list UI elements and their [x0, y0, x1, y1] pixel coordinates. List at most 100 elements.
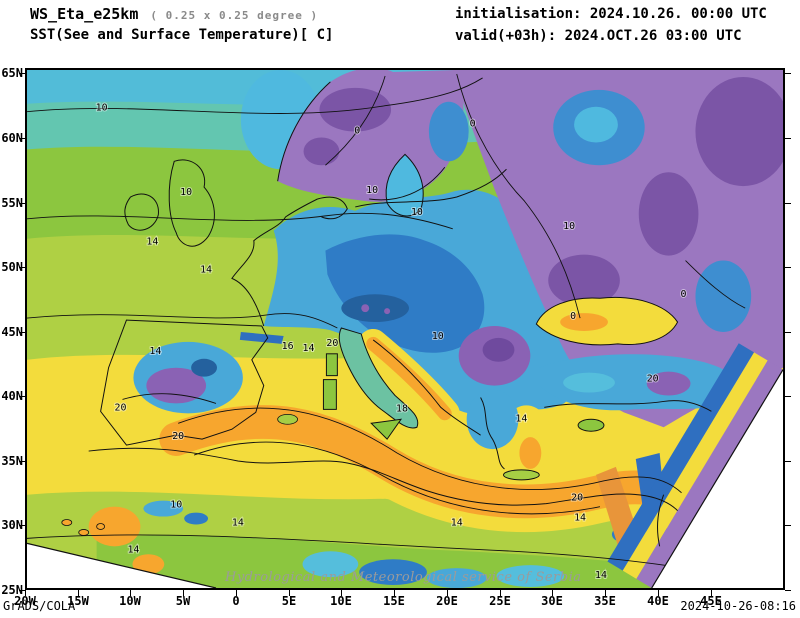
lat-label: 35N: [1, 454, 23, 468]
lon-label: 35E: [594, 594, 616, 608]
lat-tick: [785, 267, 791, 268]
lon-tick: [25, 590, 26, 596]
lat-tick: [785, 525, 791, 526]
lon-tick: [78, 590, 79, 596]
contour-label: 10: [563, 221, 575, 232]
temperature-field: [27, 70, 783, 588]
contour-label: 20: [172, 431, 184, 442]
init-time: initialisation: 2024.10.26. 00:00 UTC: [455, 6, 767, 22]
contour-label: 0: [681, 289, 687, 300]
contour-label: 20: [326, 338, 338, 349]
variable-title: SST(See and Surface Temperature)[ C]: [30, 27, 334, 43]
lat-tick: [785, 203, 791, 204]
lat-tick: [785, 590, 791, 591]
lat-tick: [785, 73, 791, 74]
lat-label: 25N: [1, 583, 23, 597]
contour-label: 14: [574, 513, 586, 524]
contour-label: 14: [200, 264, 212, 275]
contour-lines: [27, 73, 746, 567]
lon-tick: [500, 590, 501, 596]
contour-label: 16: [282, 341, 294, 352]
contour-label: 0: [354, 126, 360, 137]
lon-tick: [236, 590, 237, 596]
contour-label-group: 10 0 0 10 10 10 14 14 10 0 0 14 16 14 20…: [95, 102, 688, 582]
lon-label: 0: [232, 594, 240, 608]
contour-label: 10: [432, 331, 444, 342]
watermark: Hydrological and Meteorological service …: [225, 570, 582, 585]
lat-label: 55N: [1, 196, 23, 210]
lon-label: 45E: [700, 594, 722, 608]
contour-label: 14: [149, 346, 161, 357]
lat-label: 30N: [1, 518, 23, 532]
lat-tick: [785, 332, 791, 333]
contour-label: 10: [170, 500, 182, 511]
lon-label: 5W: [175, 594, 191, 608]
lon-tick: [341, 590, 342, 596]
lat-label: 50N: [1, 260, 23, 274]
lon-label: 30E: [541, 594, 563, 608]
contour-label: 10: [96, 103, 108, 114]
lat-tick: [19, 267, 25, 268]
lon-label: 40E: [647, 594, 669, 608]
lon-label: 10E: [330, 594, 352, 608]
lon-label: 25E: [489, 594, 511, 608]
lat-tick: [19, 525, 25, 526]
header-left-line1: WS_Eta_e25km ( 0.25 x 0.25 degree ): [30, 5, 318, 23]
lat-tick: [19, 590, 25, 591]
lon-tick: [447, 590, 448, 596]
grads-credit: GrADS/COLA: [3, 599, 76, 613]
contour-label: 14: [232, 517, 244, 528]
contour-label: 14: [451, 517, 463, 528]
contour-label: 10: [180, 187, 192, 198]
lat-tick: [785, 138, 791, 139]
lat-tick: [19, 73, 25, 74]
lon-label: 15W: [67, 594, 89, 608]
domain-corner-cuts: [27, 369, 783, 588]
temperature-map: 10 0 0 10 10 10 14 14 10 0 0 14 16 14 20…: [27, 70, 783, 588]
lon-tick: [711, 590, 712, 596]
lat-label: 40N: [1, 389, 23, 403]
coastlines: [88, 81, 712, 547]
map-frame: 10 0 0 10 10 10 14 14 10 0 0 14 16 14 20…: [25, 68, 785, 590]
contour-label: 10: [411, 207, 423, 218]
valid-time: valid(+03h): 2024.OCT.26 03:00 UTC: [455, 28, 742, 44]
lon-tick: [552, 590, 553, 596]
creation-timestamp: 2024-10-26-08:16: [680, 599, 796, 613]
lon-label: 5E: [281, 594, 297, 608]
lon-tick: [658, 590, 659, 596]
contour-label: 14: [515, 413, 527, 424]
contour-label: 14: [127, 544, 139, 555]
contour-label: 20: [571, 493, 583, 504]
lat-tick: [19, 461, 25, 462]
lon-tick: [130, 590, 131, 596]
contour-label: 18: [396, 403, 408, 414]
grid-resolution: ( 0.25 x 0.25 degree ): [150, 9, 319, 22]
lat-label: 45N: [1, 325, 23, 339]
lon-label: 15E: [383, 594, 405, 608]
contour-label: 10: [366, 185, 378, 196]
contour-label: 14: [303, 343, 315, 354]
lon-tick: [183, 590, 184, 596]
lon-label: 20W: [14, 594, 36, 608]
lat-tick: [19, 203, 25, 204]
lat-tick: [19, 332, 25, 333]
contour-label: 0: [470, 119, 476, 130]
lon-label: 10W: [119, 594, 141, 608]
contour-label: 14: [595, 570, 607, 581]
lon-tick: [289, 590, 290, 596]
lat-label: 60N: [1, 131, 23, 145]
lat-label: 65N: [1, 66, 23, 80]
black-sea: [535, 296, 679, 346]
lon-tick: [605, 590, 606, 596]
lat-tick: [19, 396, 25, 397]
contour-label: 20: [647, 374, 659, 385]
mediterranean-sea: [145, 329, 711, 534]
contour-label: 0: [570, 311, 576, 322]
lon-tick: [394, 590, 395, 596]
contour-label: 20: [115, 402, 127, 413]
lat-tick: [785, 396, 791, 397]
lon-label: 20E: [436, 594, 458, 608]
lat-tick: [785, 461, 791, 462]
lat-tick: [19, 138, 25, 139]
